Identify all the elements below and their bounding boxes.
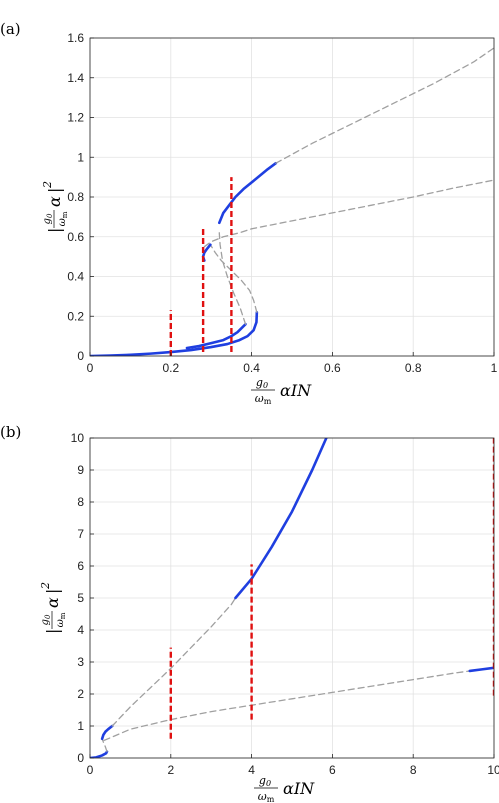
y-axis-label-b: | g0 ωm α | 2 (39, 582, 67, 634)
stable-branch-line (90, 310, 259, 356)
y-tick-label: 8 (77, 495, 84, 509)
panel-a: (a) 0 0.2 0.4 0.6 0.8 1 0 0.2 0.4 0.6 0.8 1 1.2 1.4 1.… (0, 20, 498, 406)
stable-branch-line (100, 724, 114, 741)
panel-label-b: (b) (0, 423, 21, 441)
y-tick-label: 1.2 (67, 111, 84, 125)
svg-text:ωm: ωm (255, 392, 272, 406)
y-tick-label: 0.8 (67, 190, 84, 204)
unstable-branch-line (101, 738, 108, 753)
unstable-branch-line (275, 47, 494, 164)
svg-text:g0: g0 (42, 213, 54, 224)
svg-text:g0: g0 (256, 376, 268, 390)
stable-branch-line (468, 666, 494, 673)
y-tick-label: 1 (77, 150, 84, 164)
y-tick-label: 7 (77, 527, 84, 541)
y-tick-label: 4 (77, 623, 84, 637)
svg-text:|: | (43, 629, 62, 634)
y-tick-label: 6 (77, 559, 84, 573)
x-tick-label: 4 (248, 763, 255, 777)
x-tick-label: 6 (329, 763, 336, 777)
stable-branch-line (185, 322, 247, 350)
stable-branch-line (234, 438, 328, 600)
svg-text:α: α (45, 196, 64, 207)
svg-text:α: α (43, 597, 62, 608)
unstable-branch-line (203, 179, 494, 248)
marks-a (90, 47, 494, 356)
svg-text:2: 2 (39, 582, 52, 590)
unstable-branch-line (111, 597, 237, 727)
stable-branch-line (90, 750, 109, 758)
svg-text:g0: g0 (40, 614, 52, 625)
x-tick-label: 0.8 (405, 361, 422, 375)
x-axis-label-b: g0 ωm αIN (254, 774, 315, 803)
ticks-b: 0 2 4 6 8 10 0 1 2 3 4 5 6 7 8 9 10 (71, 431, 499, 777)
ticks-a: 0 0.2 0.4 0.6 0.8 1 0 0.2 0.4 0.6 0.8 1 1.2 1.4 1.6 (67, 31, 497, 375)
y-tick-label: 0.4 (67, 270, 84, 284)
x-tick-label: 0.4 (243, 361, 260, 375)
y-tick-label: 2 (77, 687, 84, 701)
unstable-branch-line (209, 244, 258, 313)
y-tick-label: 1 (77, 719, 84, 733)
stable-branch-line (217, 161, 278, 225)
x-tick-label: 10 (487, 763, 499, 777)
svg-text:ωm: ωm (258, 790, 275, 803)
y-axis-label-a: | g0 ωm α | 2 (41, 181, 69, 233)
y-tick-label: 0 (77, 349, 84, 363)
svg-text:ωm: ωm (55, 612, 67, 627)
y-tick-label: 5 (77, 591, 84, 605)
svg-text:2: 2 (41, 181, 54, 189)
y-tick-label: 3 (77, 655, 84, 669)
y-tick-label: 10 (71, 431, 85, 445)
y-tick-label: 1.4 (67, 71, 84, 85)
y-tick-label: 1.6 (67, 31, 84, 45)
x-tick-label: 1 (491, 361, 498, 375)
marks-b (90, 438, 494, 758)
x-tick-label: 2 (167, 763, 174, 777)
svg-text:g0: g0 (259, 774, 271, 788)
y-tick-label: 0 (77, 751, 84, 765)
panel-b: (b) 0 2 4 6 8 10 0 1 2 3 4 5 6 7 8 9 10 g0 ωm αIN | g0 ω… (0, 423, 499, 803)
y-tick-label: 0.2 (67, 309, 84, 323)
x-tick-label: 0.2 (162, 361, 179, 375)
svg-text:ωm: ωm (57, 211, 69, 226)
svg-text:|: | (43, 589, 62, 594)
x-tick-label: 0 (87, 763, 94, 777)
x-tick-label: 0 (87, 361, 94, 375)
y-tick-label: 0.6 (67, 230, 84, 244)
x-tick-label: 8 (410, 763, 417, 777)
x-tick-label: 0.6 (324, 361, 341, 375)
y-tick-label: 9 (77, 463, 84, 477)
svg-text:αIN: αIN (283, 779, 315, 798)
svg-text:|: | (45, 228, 64, 233)
panel-label-a: (a) (0, 20, 21, 38)
unstable-branch-line (218, 232, 247, 325)
svg-text:αIN: αIN (280, 381, 312, 400)
svg-text:|: | (45, 188, 64, 193)
unstable-branch-line (103, 670, 471, 742)
x-axis-label-a: g0 ωm αIN (251, 376, 312, 406)
